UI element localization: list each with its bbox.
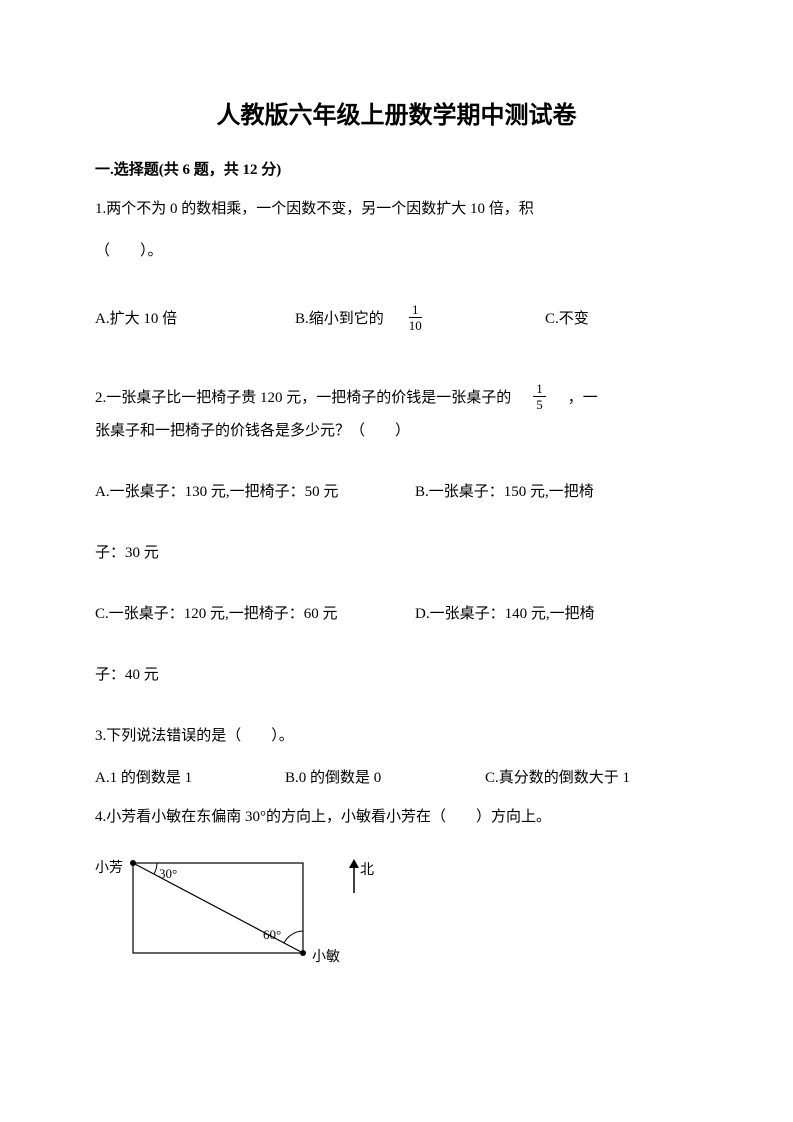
fraction-denominator: 5 [533, 397, 546, 411]
q2-line1: 2.一张桌子比一把椅子贵 120 元，一把椅子的价钱是一张桌子的 1 5 ，一 [95, 382, 698, 411]
label-north: 北 [360, 859, 374, 879]
q1-optb-before: B.缩小到它的 [295, 307, 384, 328]
q1-option-c: C.不变 [545, 307, 589, 328]
q1-blank: （ ）。 [95, 239, 698, 263]
dot-xiaofang [130, 860, 136, 866]
arc-bottom [284, 931, 303, 943]
q2-options-ab: A.一张桌子：130 元,一把椅子：50 元 B.一张桌子：150 元,一把椅 [95, 480, 698, 501]
q3-options: A.1 的倒数是 1 B.0 的倒数是 0 C.真分数的倒数大于 1 [95, 766, 698, 787]
q2-line1-before: 2.一张桌子比一把椅子贵 120 元，一把椅子的价钱是一张桌子的 [95, 386, 511, 407]
q2-line1-after: ，一 [568, 386, 598, 407]
q1-optb-fraction: 1 10 [406, 303, 425, 332]
q1-options: A.扩大 10 倍 B.缩小到它的 1 10 C.不变 [95, 303, 698, 332]
fraction-numerator: 1 [409, 303, 422, 318]
angle-30: 30° [159, 866, 177, 881]
q2-option-d-part2: 子：40 元 [95, 663, 698, 684]
angle-60: 60° [263, 927, 281, 942]
page-title: 人教版六年级上册数学期中测试卷 [95, 95, 698, 130]
q2-options-cd: C.一张桌子：120 元,一把椅子：60 元 D.一张桌子：140 元,一把椅 [95, 602, 698, 623]
diagram-svg: 30° 60° [95, 854, 325, 969]
q2-line2: 张桌子和一把椅子的价钱各是多少元？（ ） [95, 419, 698, 440]
q3-option-b: B.0 的倒数是 0 [285, 766, 485, 787]
section-header: 一.选择题(共 6 题，共 12 分) [95, 158, 698, 179]
q3-option-a: A.1 的倒数是 1 [95, 766, 285, 787]
q1-option-b: B.缩小到它的 1 10 [295, 303, 545, 332]
q2-fraction: 1 5 [533, 382, 546, 411]
q3-option-c: C.真分数的倒数大于 1 [485, 766, 630, 787]
north-arrow-icon [347, 859, 361, 894]
q2-option-c: C.一张桌子：120 元,一把椅子：60 元 [95, 602, 415, 623]
q4-text: 4.小芳看小敏在东偏南 30°的方向上，小敏看小芳在（ ）方向上。 [95, 805, 698, 829]
label-xiaomin: 小敏 [312, 946, 340, 966]
q1-option-a: A.扩大 10 倍 [95, 307, 295, 328]
dot-xiaomin [300, 950, 306, 956]
q3-text: 3.下列说法错误的是（ ）。 [95, 724, 698, 748]
fraction-denominator: 10 [406, 318, 425, 332]
q2-option-b-part2: 子：30 元 [95, 541, 698, 562]
q1-text: 1.两个不为 0 的数相乘，一个因数不变，另一个因数扩大 10 倍，积 [95, 197, 698, 221]
q2-option-a: A.一张桌子：130 元,一把椅子：50 元 [95, 480, 415, 501]
fraction-numerator: 1 [533, 382, 546, 397]
q2-option-b-part1: B.一张桌子：150 元,一把椅 [415, 480, 594, 501]
q2-option-d-part1: D.一张桌子：140 元,一把椅 [415, 602, 595, 623]
q4-diagram: 小芳 30° 60° 小敏 北 [95, 854, 395, 969]
arc-top [154, 863, 157, 874]
